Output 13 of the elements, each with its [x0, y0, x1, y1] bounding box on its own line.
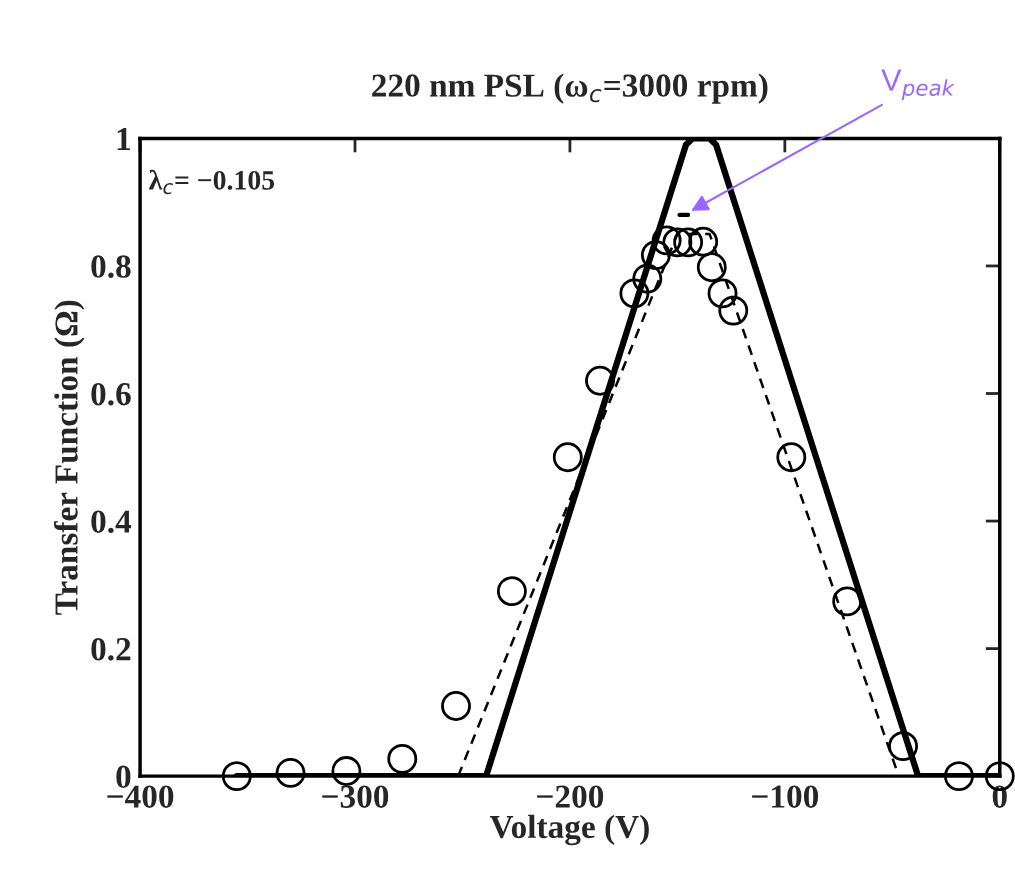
- annotation: λ$_{c}$= −0.105: [148, 169, 275, 195]
- y-tick-label: 0.4: [91, 510, 132, 534]
- x-tick-label: −200: [537, 785, 604, 808]
- y-axis-title: Transfer Function (Ω): [53, 300, 85, 615]
- y-tick-label: 1: [117, 127, 131, 150]
- x-tick-label: −100: [752, 785, 819, 808]
- x-tick-label: −300: [322, 785, 389, 808]
- y-tick-label: 0.6: [91, 382, 131, 406]
- y-tick-label: 0.8: [91, 255, 131, 278]
- chart-title: 220 nm PSL (ω$_{c}$=3000 rpm): [372, 73, 768, 104]
- x-axis-title: Voltage (V): [489, 814, 649, 846]
- y-tick-label: 0.2: [91, 637, 131, 661]
- text: V$_{peak}$: [881, 69, 955, 101]
